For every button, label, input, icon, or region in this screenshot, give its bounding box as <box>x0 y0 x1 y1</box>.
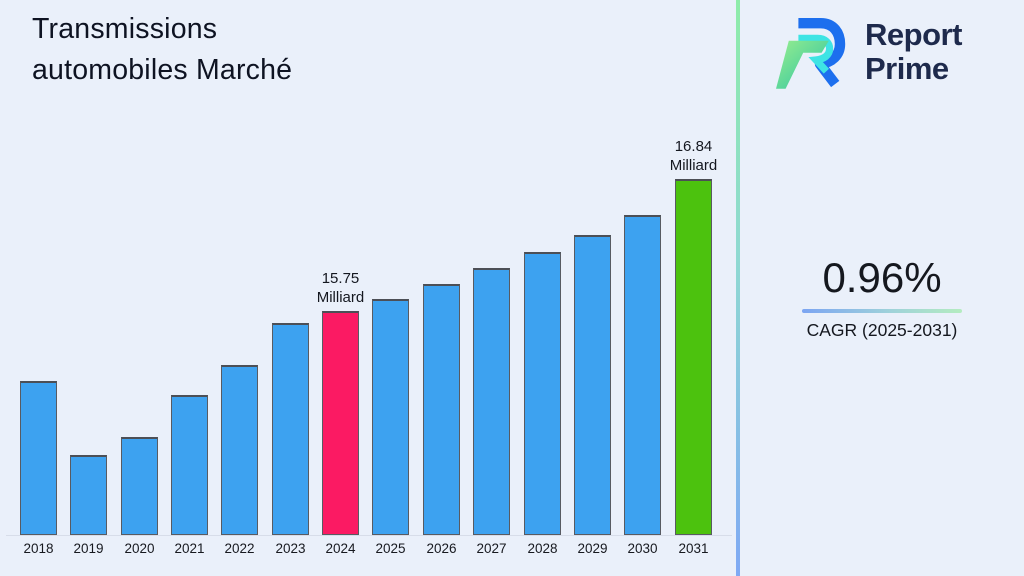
x-tick-2023: 2023 <box>275 541 306 556</box>
page-title-line1: Transmissions <box>32 13 218 45</box>
right-panel: Report Prime 0.96% CAGR (2025-2031) <box>740 0 1024 576</box>
bar-2021 <box>171 395 208 535</box>
bar-2020 <box>121 437 158 535</box>
report-prime-logo-icon <box>776 18 846 89</box>
cagr-block: 0.96% CAGR (2025-2031) <box>740 254 1024 341</box>
logo-cyan-stroke <box>798 34 834 74</box>
bar-2027 <box>473 268 510 535</box>
page-title-line2: automobiles Marché <box>32 54 293 86</box>
bar-2029 <box>574 235 611 535</box>
chart-area: 2018 2019 2020 2021 2022 2023 2024 2025 2026 2027… <box>6 0 732 556</box>
bar-2031 <box>675 179 712 535</box>
x-tick-2019: 2019 <box>73 541 104 556</box>
x-axis-baseline <box>6 535 732 536</box>
x-tick-2026: 2026 <box>426 541 457 556</box>
bar-2019 <box>70 455 107 535</box>
x-tick-2021: 2021 <box>174 541 205 556</box>
page-title: Transmissions automobiles Marché <box>32 9 292 91</box>
bar-2018 <box>20 381 57 535</box>
logo-green-stroke <box>776 40 829 89</box>
logo-blue-stroke <box>798 18 846 88</box>
x-tick-2030: 2030 <box>627 541 658 556</box>
divider-line <box>736 0 740 576</box>
bar-2023 <box>272 323 309 535</box>
bar-2022 <box>221 365 258 535</box>
x-tick-2031: 2031 <box>678 541 709 556</box>
bar-2025 <box>372 299 409 535</box>
cagr-label: CAGR (2025-2031) <box>806 320 958 340</box>
cagr-underline <box>802 309 962 313</box>
bar-chart: 2018 2019 2020 2021 2022 2023 2024 2025 2026 2027… <box>6 0 732 576</box>
brand: Report Prime <box>776 8 962 96</box>
data-label-2031: 16.84 Milliard <box>669 138 718 174</box>
bar-2026 <box>423 284 460 535</box>
x-tick-2022: 2022 <box>224 541 255 556</box>
x-tick-2027: 2027 <box>476 541 507 556</box>
x-tick-2024: 2024 <box>325 541 356 556</box>
data-label-2024: 15.75 Milliard <box>316 270 365 306</box>
x-tick-2025: 2025 <box>375 541 406 556</box>
bar-2024 <box>322 311 359 535</box>
x-tick-2029: 2029 <box>577 541 608 556</box>
brand-name: Report Prime <box>865 18 962 86</box>
bar-2028 <box>524 252 561 535</box>
bar-2030 <box>624 215 661 535</box>
brand-name-line1: Report <box>865 17 962 52</box>
x-tick-2018: 2018 <box>23 541 54 556</box>
cagr-value: 0.96% <box>822 254 942 301</box>
x-tick-2020: 2020 <box>124 541 155 556</box>
brand-name-line2: Prime <box>865 51 949 86</box>
x-tick-2028: 2028 <box>527 541 558 556</box>
